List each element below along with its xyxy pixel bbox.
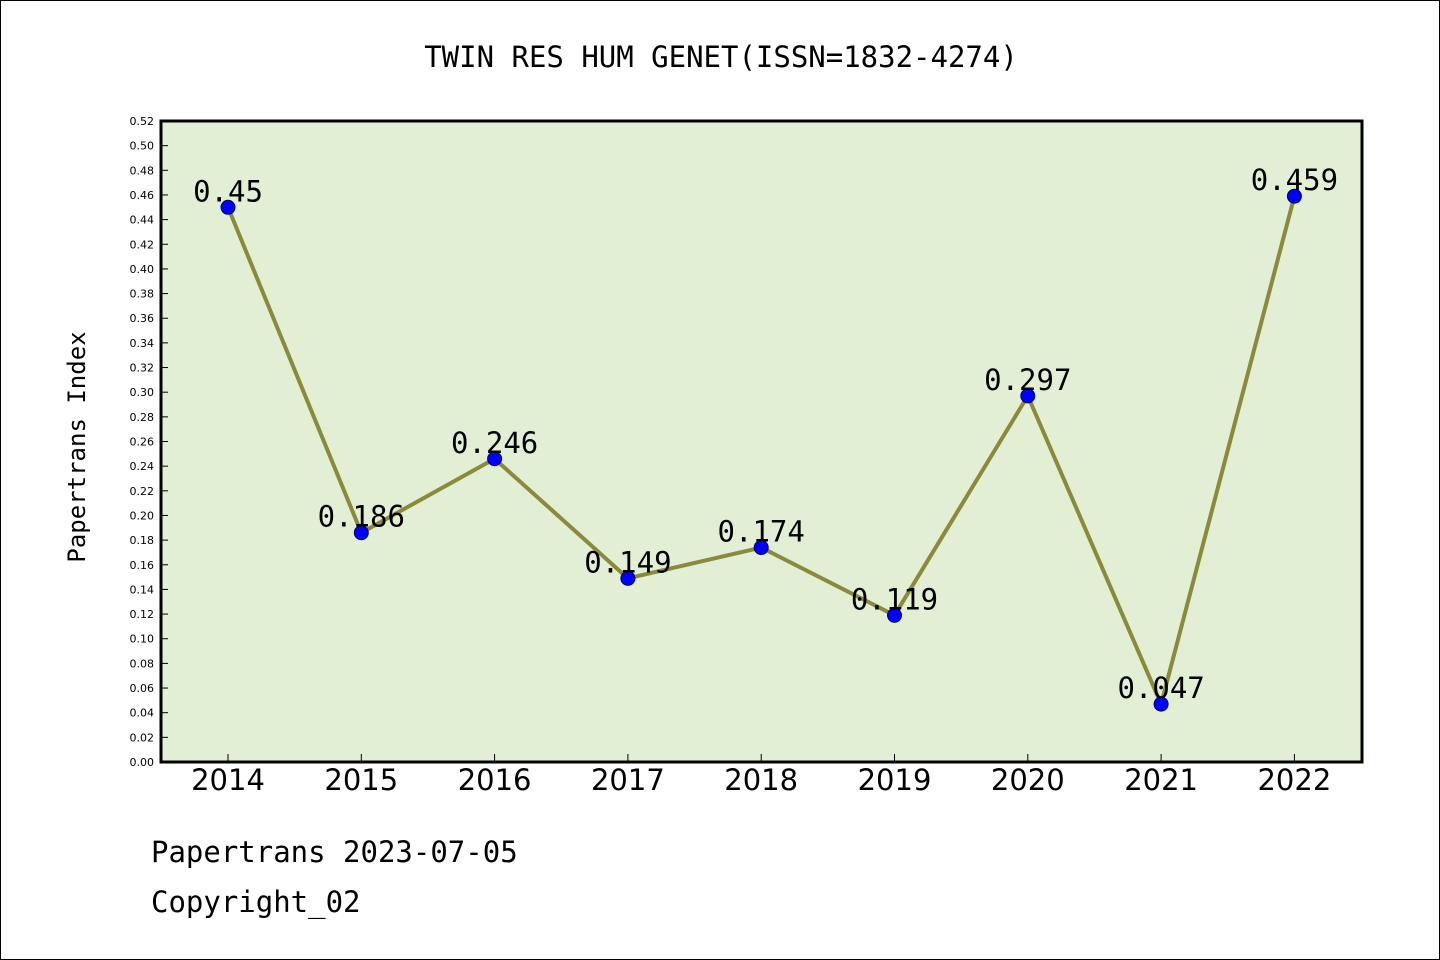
x-tick-label: 2016 [458,763,532,797]
y-tick-label: 0.14 [130,583,155,596]
y-tick-label: 0.18 [130,534,155,547]
footer-date: Papertrans 2023-07-05 [151,835,518,869]
data-label: 0.119 [851,582,938,616]
data-point [620,570,636,586]
y-tick-label: 0.34 [130,337,155,350]
y-tick-label: 0.04 [130,707,155,720]
y-tick-label: 0.02 [130,731,155,744]
y-tick-label: 0.46 [130,189,155,202]
data-label: 0.45 [193,174,263,208]
data-label: 0.174 [718,515,805,549]
data-point [1286,188,1302,204]
y-axis-label: Papertrans Index [63,331,91,562]
series-markers [220,188,1302,712]
plot-frame [159,119,1364,764]
y-tick-label: 0.28 [130,411,155,424]
y-tick-label: 0.42 [130,238,155,251]
x-tick-label: 2019 [858,763,932,797]
data-point [353,525,369,541]
x-tick-label: 2017 [591,763,665,797]
data-label: 0.149 [584,545,671,579]
y-tick-label: 0.10 [130,633,155,646]
data-point [487,451,503,467]
chart-title: TWIN RES HUM GENET(ISSN=1832-4274) [424,40,1018,74]
data-labels: 0.45 0.186 0.246 0.149 0.174 0.119 0.297 0.047 0… [193,163,1338,705]
y-tick-label: 0.30 [130,386,155,399]
y-tick-label: 0.50 [130,140,155,153]
data-point [1020,388,1036,404]
data-point [220,199,236,215]
y-tick-label: 0.00 [130,756,155,769]
y-tick-label: 0.38 [130,288,155,301]
x-tick-label: 2018 [724,763,798,797]
data-point [753,540,769,556]
data-label: 0.246 [451,426,538,460]
x-tick-label: 2022 [1257,763,1331,797]
footer-copyright: Copyright_02 [151,885,361,919]
y-tick-label: 0.16 [130,559,155,572]
y-tick-label: 0.32 [130,362,155,375]
data-label: 0.186 [318,500,405,534]
y-tick-label: 0.26 [130,436,155,449]
y-tick-label: 0.22 [130,485,155,498]
x-tick-label: 2015 [324,763,398,797]
data-label: 0.297 [984,363,1071,397]
data-label: 0.459 [1251,163,1338,197]
y-axis-ticks: 0.00 0.02 0.04 0.06 0.08 0.10 0.12 0.14 0.16 0.18… [130,115,168,769]
y-tick-label: 0.12 [130,608,155,621]
y-tick-label: 0.06 [130,682,155,695]
y-tick-label: 0.20 [130,509,155,522]
data-point [1153,696,1169,712]
y-tick-label: 0.40 [130,263,155,276]
y-tick-label: 0.36 [130,312,155,325]
x-tick-label: 2021 [1124,763,1198,797]
y-tick-label: 0.08 [130,657,155,670]
x-axis-ticks: 2014 2015 2016 2017 2018 2019 2020 2021 2022 [191,754,1331,797]
y-tick-label: 0.44 [130,214,155,227]
data-point [887,607,902,623]
y-tick-label: 0.24 [130,460,155,473]
data-label: 0.047 [1117,671,1204,705]
x-tick-label: 2014 [191,763,265,797]
y-tick-label: 0.48 [130,164,155,177]
plot-area [161,121,1362,762]
x-tick-label: 2020 [991,763,1065,797]
y-tick-label: 0.52 [130,115,155,128]
